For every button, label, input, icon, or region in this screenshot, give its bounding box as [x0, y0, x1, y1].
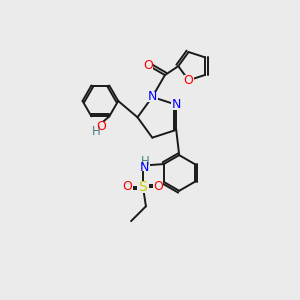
Bar: [143, 60, 153, 70]
Bar: [137, 181, 149, 193]
Text: N: N: [172, 98, 181, 111]
Text: N: N: [148, 91, 157, 103]
Bar: [122, 182, 133, 192]
Text: N: N: [140, 161, 149, 174]
Text: H: H: [141, 155, 150, 169]
Text: S: S: [139, 180, 147, 194]
Text: O: O: [184, 74, 194, 87]
Bar: [88, 122, 106, 134]
Text: O: O: [96, 120, 106, 133]
Bar: [136, 160, 150, 172]
Text: O: O: [154, 181, 163, 194]
Bar: [147, 92, 158, 102]
Bar: [184, 75, 194, 85]
Bar: [171, 99, 181, 110]
Bar: [153, 182, 164, 192]
Text: H: H: [92, 125, 101, 138]
Text: O: O: [123, 181, 132, 194]
Text: O: O: [143, 59, 153, 72]
